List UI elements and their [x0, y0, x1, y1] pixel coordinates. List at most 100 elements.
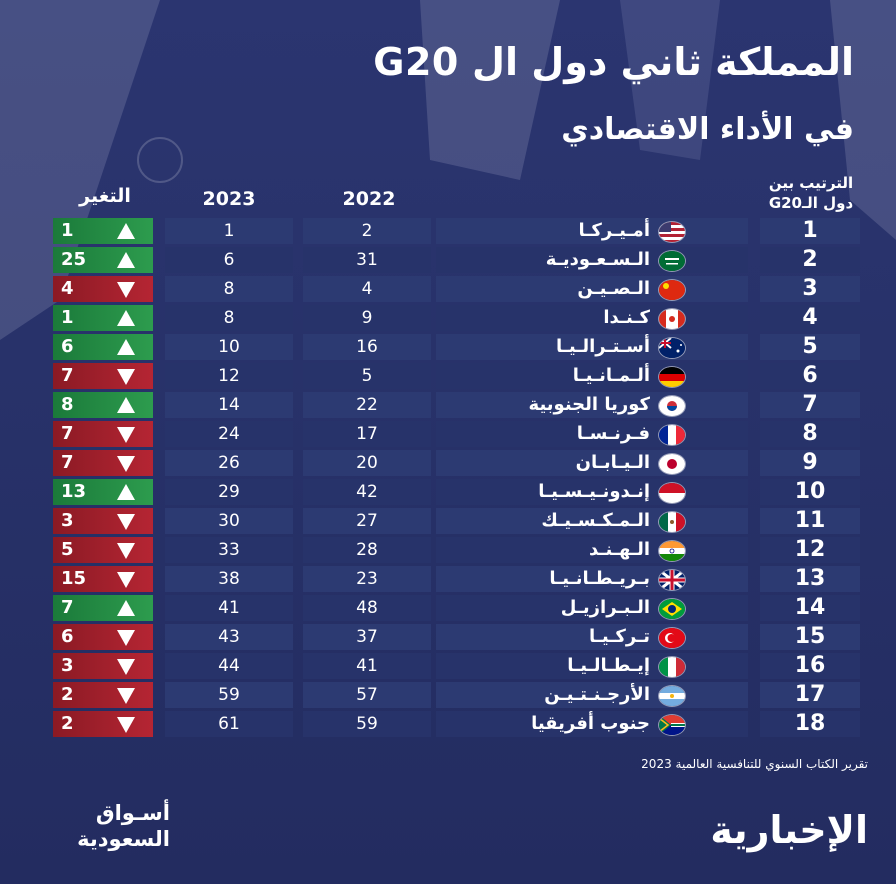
- change-value: 2: [61, 713, 74, 734]
- change-cell: 6: [53, 624, 153, 650]
- arrow-down-icon: [117, 282, 135, 298]
- logo-left-line2: السعودية: [77, 827, 170, 851]
- brazil-flag-icon: [658, 598, 686, 620]
- table-row: 2 الـسـعـوديـة 31 6 25: [0, 247, 896, 275]
- rank-2022-cell: 4: [303, 276, 431, 302]
- change-cell: 15: [53, 566, 153, 592]
- table-row: 16 إيـطـالـيـا 41 44 3: [0, 653, 896, 681]
- arrow-down-icon: [117, 630, 135, 646]
- rank-2022-cell: 23: [303, 566, 431, 592]
- change-cell: 25: [53, 247, 153, 273]
- south-africa-flag-icon: [658, 714, 686, 736]
- change-value: 2: [61, 684, 74, 705]
- country-cell: جنوب أفريقيا: [436, 711, 748, 737]
- arrow-down-icon: [117, 543, 135, 559]
- arrow-down-icon: [117, 456, 135, 472]
- country-cell: إيـطـالـيـا: [436, 653, 748, 679]
- change-value: 7: [61, 423, 74, 444]
- rank-2022-cell: 59: [303, 711, 431, 737]
- rank-2023-cell: 6: [165, 247, 293, 273]
- rank-column-header: الترتيب بين دول الـG20: [756, 173, 866, 213]
- rank-cell: 4: [760, 305, 860, 331]
- change-value: 13: [61, 481, 87, 502]
- rank-2023-cell: 12: [165, 363, 293, 389]
- change-cell: 2: [53, 711, 153, 737]
- country-name: الـسـعـوديـة: [545, 249, 650, 270]
- rank-header-line1: الترتيب بين: [768, 174, 854, 192]
- rank-cell: 1: [760, 218, 860, 244]
- rank-cell: 17: [760, 682, 860, 708]
- change-value: 7: [61, 365, 74, 386]
- arrow-up-icon: [117, 339, 135, 355]
- arrow-down-icon: [117, 572, 135, 588]
- change-cell: 2: [53, 682, 153, 708]
- table-row: 3 الـصـيـن 4 8 4: [0, 276, 896, 304]
- arrow-down-icon: [117, 514, 135, 530]
- change-cell: 6: [53, 334, 153, 360]
- country-name: إنـدونـيـسـيـا: [538, 481, 650, 502]
- country-name: جنوب أفريقيا: [531, 713, 650, 734]
- rank-2022-cell: 37: [303, 624, 431, 650]
- rank-cell: 7: [760, 392, 860, 418]
- rank-2023-cell: 29: [165, 479, 293, 505]
- table-row: 17 الأرجـنـتـيـن 57 59 2: [0, 682, 896, 710]
- country-cell: كوريا الجنوبية: [436, 392, 748, 418]
- country-name: ألـمـانـيـا: [572, 365, 650, 386]
- country-name: إيـطـالـيـا: [567, 655, 650, 676]
- country-name: الـبـرازيـل: [560, 597, 650, 618]
- table-row: 6 ألـمـانـيـا 5 12 7: [0, 363, 896, 391]
- country-cell: أسـتـرالـيـا: [436, 334, 748, 360]
- turkey-flag-icon: [658, 627, 686, 649]
- argentina-flag-icon: [658, 685, 686, 707]
- rank-2023-cell: 8: [165, 305, 293, 331]
- arrow-down-icon: [117, 427, 135, 443]
- change-value: 4: [61, 278, 74, 299]
- south-korea-flag-icon: [658, 395, 686, 417]
- rank-cell: 2: [760, 247, 860, 273]
- table-row: 9 الـيـابـان 20 26 7: [0, 450, 896, 478]
- rank-2023-cell: 24: [165, 421, 293, 447]
- japan-flag-icon: [658, 453, 686, 475]
- arrow-down-icon: [117, 717, 135, 733]
- country-name: الـيـابـان: [575, 452, 650, 473]
- country-name: كـنـدا: [603, 307, 650, 328]
- rank-2022-cell: 17: [303, 421, 431, 447]
- change-cell: 3: [53, 508, 153, 534]
- change-cell: 5: [53, 537, 153, 563]
- rank-2022-cell: 22: [303, 392, 431, 418]
- change-cell: 1: [53, 305, 153, 331]
- country-name: الـهـنـد: [588, 539, 650, 560]
- arrow-up-icon: [117, 600, 135, 616]
- uk-flag-icon: [658, 569, 686, 591]
- change-value: 15: [61, 568, 87, 589]
- change-cell: 7: [53, 595, 153, 621]
- alekhbariya-logo: الإخبارية: [710, 808, 868, 852]
- page-subtitle: في الأداء الاقتصادي: [561, 112, 854, 147]
- rank-header-line2: دول الـG20: [768, 194, 854, 212]
- table-row: 4 كـنـدا 9 8 1: [0, 305, 896, 333]
- italy-flag-icon: [658, 656, 686, 678]
- change-value: 5: [61, 539, 74, 560]
- table-row: 18 جنوب أفريقيا 59 61 2: [0, 711, 896, 739]
- rank-cell: 3: [760, 276, 860, 302]
- aswaq-alsaudia-logo: أسـواق السعودية: [60, 800, 170, 852]
- country-name: تـركـيـا: [589, 626, 650, 647]
- australia-flag-icon: [658, 337, 686, 359]
- change-cell: 3: [53, 653, 153, 679]
- country-cell: الـصـيـن: [436, 276, 748, 302]
- rank-2022-cell: 28: [303, 537, 431, 563]
- country-cell: الـسـعـوديـة: [436, 247, 748, 273]
- arrow-up-icon: [117, 252, 135, 268]
- rank-2023-cell: 44: [165, 653, 293, 679]
- rank-2022-cell: 41: [303, 653, 431, 679]
- rank-2022-cell: 16: [303, 334, 431, 360]
- germany-flag-icon: [658, 366, 686, 388]
- table-row: 14 الـبـرازيـل 48 41 7: [0, 595, 896, 623]
- rank-cell: 11: [760, 508, 860, 534]
- arrow-up-icon: [117, 484, 135, 500]
- change-value: 6: [61, 336, 74, 357]
- country-cell: تـركـيـا: [436, 624, 748, 650]
- arrow-up-icon: [117, 310, 135, 326]
- rank-2023-cell: 61: [165, 711, 293, 737]
- arrow-down-icon: [117, 369, 135, 385]
